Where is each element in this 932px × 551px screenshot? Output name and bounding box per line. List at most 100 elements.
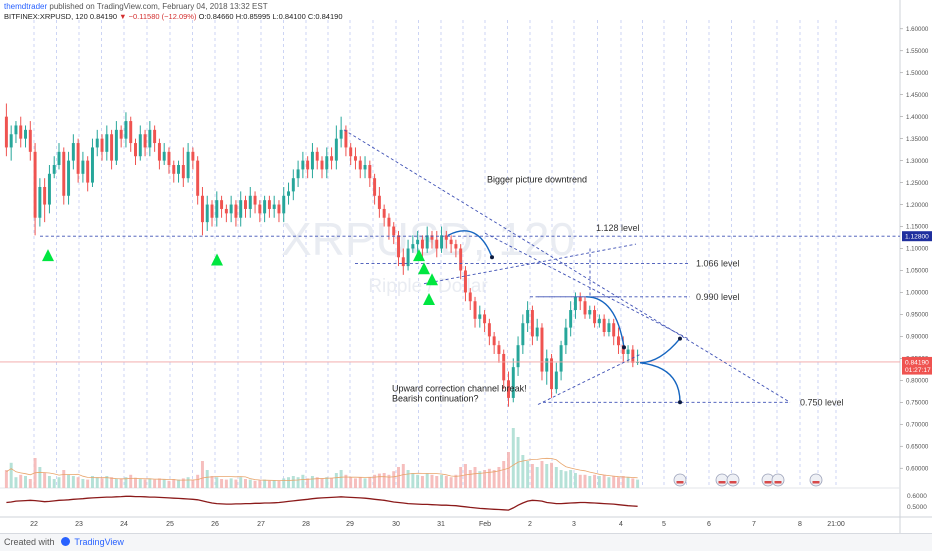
- volume-bar: [310, 476, 314, 488]
- candle-body: [38, 186, 42, 218]
- arrow-tip: [622, 345, 626, 350]
- volume-bar: [224, 479, 228, 488]
- candle-body: [440, 235, 444, 249]
- candle-body: [148, 129, 152, 148]
- candle-body: [62, 151, 66, 196]
- volume-bar: [478, 471, 482, 488]
- price-change: −0.11580 (−12.09%): [128, 12, 197, 21]
- volume-bar: [502, 461, 506, 488]
- volume-bar: [14, 477, 18, 488]
- time-axis[interactable]: 22 23 24 25 26 27 28 29 30 31 Feb 2 3 4 5 6 7 8 21:00: [30, 521, 845, 528]
- volume-bar: [76, 477, 80, 488]
- symbol-label[interactable]: BITFINEX:XRPUSD, 120: [4, 12, 88, 21]
- time-tick-label: 23: [75, 521, 83, 528]
- candle-body: [550, 358, 554, 390]
- candle-body: [244, 200, 247, 209]
- candle-body: [287, 191, 291, 196]
- candle-body: [296, 169, 300, 179]
- volume-bar: [573, 473, 577, 488]
- projection-arrows: [447, 230, 682, 405]
- volume-bar: [602, 474, 606, 488]
- volume-bar: [186, 477, 190, 488]
- candle-body: [19, 125, 23, 139]
- indicator-pane: 0.6000 0.5000: [6, 493, 927, 511]
- volume-bar: [363, 478, 367, 488]
- volume-bar: [330, 477, 334, 488]
- candle-body: [530, 310, 534, 337]
- candle-body: [526, 310, 530, 324]
- volume-bar: [114, 478, 118, 488]
- volume-bar: [454, 474, 458, 488]
- candle-body: [516, 345, 520, 368]
- candle-body: [363, 165, 367, 170]
- candle-body: [631, 349, 635, 363]
- tradingview-brand[interactable]: TradingView: [74, 537, 124, 547]
- volume-bar: [205, 470, 209, 488]
- candle-body: [67, 160, 71, 196]
- volume-bar: [473, 467, 477, 488]
- candle-body: [124, 121, 128, 139]
- price-chart[interactable]: XRPUSD, 120 Ripple / Dollar 1.128 level1…: [0, 0, 932, 533]
- volume-bar: [196, 474, 200, 488]
- candle-body: [425, 235, 429, 249]
- time-tick-label: 7: [752, 521, 756, 528]
- price-axis-badge-label: 01:27:17: [905, 367, 931, 374]
- close-value: C:0.84190: [307, 12, 343, 21]
- candle-body: [248, 195, 252, 209]
- volume-bar: [320, 478, 324, 488]
- price-tick-label: 1.50000: [906, 70, 929, 77]
- volume-bar: [220, 479, 224, 488]
- signal-markers: [42, 249, 438, 306]
- candle-body: [28, 129, 32, 152]
- volume-bar: [100, 478, 104, 488]
- footer-credit[interactable]: Created with TradingView: [4, 537, 124, 547]
- volume-bar: [119, 479, 123, 488]
- volume-bar: [124, 477, 128, 488]
- volume-bar: [468, 470, 472, 488]
- candle-body: [588, 310, 592, 315]
- candle-body: [76, 143, 80, 174]
- projection-arrow: [639, 362, 681, 403]
- volume-bar: [392, 471, 396, 488]
- watermark-name: Ripple / Dollar: [368, 276, 488, 297]
- price-axis-badge: [902, 364, 932, 375]
- price-tick-label: 1.40000: [906, 114, 929, 121]
- candle-body: [263, 200, 267, 214]
- candle-body: [507, 380, 510, 398]
- volume-bar: [511, 428, 515, 488]
- volume-bar: [81, 479, 85, 488]
- candle-body: [459, 248, 463, 271]
- candle-body: [277, 204, 281, 214]
- candle-body: [483, 314, 487, 324]
- candle-body: [559, 345, 563, 372]
- author-link[interactable]: themdtrader: [4, 2, 48, 11]
- footer-bar: Created with TradingView: [0, 533, 932, 551]
- candle-body: [114, 129, 118, 161]
- candle-body: [86, 160, 90, 183]
- buy-signal-triangle: [413, 249, 425, 262]
- candlesticks[interactable]: [4, 103, 640, 407]
- candle-body: [368, 165, 372, 179]
- last-price: 0.84190: [89, 12, 117, 21]
- volume-bar: [272, 480, 276, 488]
- volume-bar: [181, 478, 185, 488]
- candle-body: [81, 160, 85, 174]
- candle-body: [387, 217, 391, 227]
- volume-bar: [569, 470, 573, 488]
- time-tick-label: 3: [572, 521, 576, 528]
- price-tick-label: 0.80000: [906, 378, 929, 385]
- volume-bar: [167, 480, 171, 488]
- volume-bar: [487, 468, 491, 488]
- level-label: 1.128 level: [596, 223, 640, 233]
- price-tick-label: 0.95000: [906, 312, 929, 319]
- arrow-tip: [678, 336, 682, 341]
- calendar-event-icon: [673, 473, 687, 487]
- price-tick-label: 0.75000: [906, 400, 929, 407]
- price-tick-label: 1.55000: [906, 48, 929, 55]
- volume-bar: [497, 467, 501, 488]
- volume-bar: [459, 467, 463, 488]
- volume-bar: [325, 477, 329, 488]
- volume-bar: [244, 479, 247, 488]
- candle-body: [157, 143, 161, 161]
